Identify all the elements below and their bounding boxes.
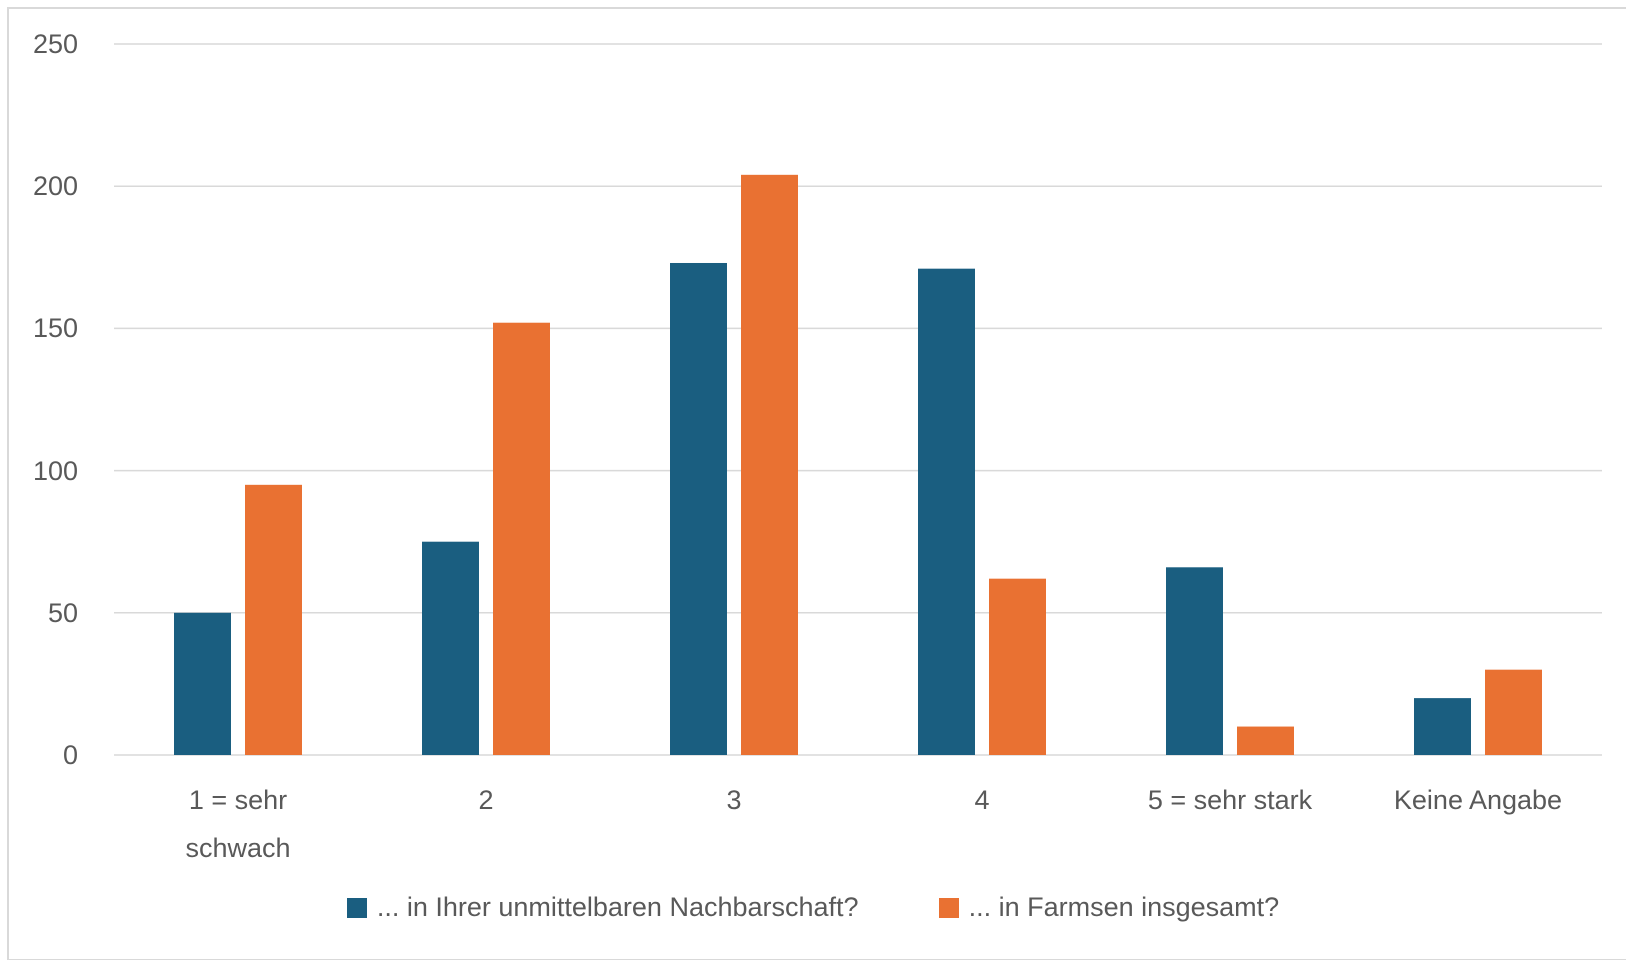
bar <box>670 262 727 755</box>
bar <box>1166 567 1223 755</box>
bar <box>741 174 798 756</box>
y-tick-label: 0 <box>62 740 78 770</box>
legend-label: ... in Ihrer unmittelbaren Nachbarschaft… <box>376 892 859 922</box>
legend: ... in Ihrer unmittelbaren Nachbarschaft… <box>0 892 1626 923</box>
bar <box>989 578 1046 755</box>
chart-border <box>7 7 1626 960</box>
x-tick-label: 5 = sehr stark <box>1147 785 1313 815</box>
bar <box>1414 698 1471 755</box>
bar <box>174 612 231 755</box>
y-tick-label: 100 <box>32 455 78 486</box>
legend-item: ... in Farmsen insgesamt? <box>938 892 1280 923</box>
legend-swatch <box>938 897 959 918</box>
bar <box>918 268 975 755</box>
legend-swatch <box>346 897 367 918</box>
bar <box>1237 726 1294 755</box>
x-tick-label: Keine Angabe <box>1393 785 1563 815</box>
x-tick-label: 2 <box>478 785 494 815</box>
x-tick-label: 4 <box>974 785 990 815</box>
y-tick-label: 50 <box>47 597 78 628</box>
bar <box>493 322 550 755</box>
bar <box>422 541 479 755</box>
legend-item: ... in Ihrer unmittelbaren Nachbarschaft… <box>346 892 859 923</box>
bar <box>1485 669 1542 755</box>
y-tick-label: 200 <box>32 171 78 202</box>
x-tick-label: 3 <box>726 785 742 815</box>
x-tick-label: 1 = sehr schwach <box>185 785 291 863</box>
y-tick-label: 250 <box>32 29 78 59</box>
legend-label: ... in Farmsen insgesamt? <box>968 892 1280 922</box>
bar <box>245 484 302 755</box>
y-tick-label: 150 <box>32 313 78 344</box>
